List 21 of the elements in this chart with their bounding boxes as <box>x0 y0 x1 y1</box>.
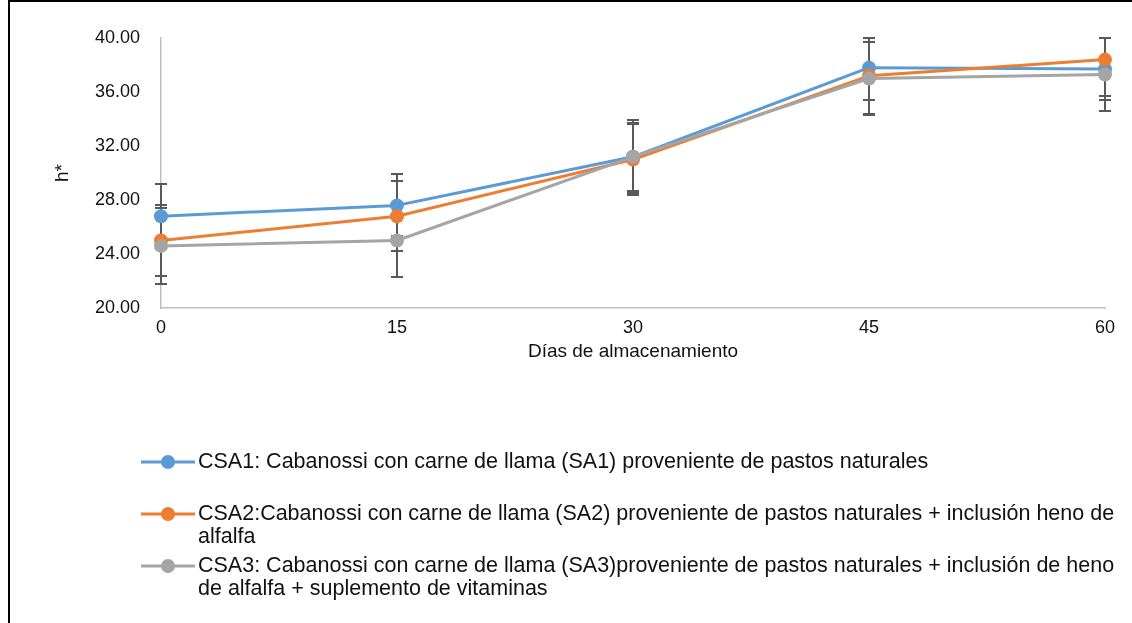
x-axis-title: Días de almacenamiento <box>527 339 739 361</box>
point <box>154 238 168 253</box>
x-tick-label: 15 <box>386 316 408 337</box>
x-tick-label: 60 <box>1094 316 1116 337</box>
point <box>1098 52 1112 67</box>
y-tick-label: 36.00 <box>94 80 140 101</box>
x-tick-label: 30 <box>622 316 644 337</box>
y-tick-label: 24.00 <box>94 242 140 263</box>
legend-label: CSA2:Cabanossi con carne de llama (SA2) proveniente de pastos naturales + inclusión heno de alfalfa <box>198 500 1115 548</box>
point <box>1098 67 1112 82</box>
x-tick-label: 0 <box>155 316 167 337</box>
x-tick-label: 45 <box>858 316 880 337</box>
legend-label: CSA3: Cabanossi con carne de llama (SA3)proveniente de pastos naturales + inclusión de heno de alfalfa + suplemento de vitaminas <box>198 552 1115 600</box>
y-tick-label: 32.00 <box>94 134 140 155</box>
y-tick-label: 28.00 <box>94 188 140 209</box>
y-tick-label: 40.00 <box>94 26 140 47</box>
legend-label: CSA1: Cabanossi con carne de llama (SA1) proveniente de pastos naturales <box>198 448 929 473</box>
y-axis-title: h* <box>50 163 72 182</box>
y-tick-label: 20.00 <box>94 296 140 317</box>
point <box>390 233 404 248</box>
point <box>390 209 404 224</box>
